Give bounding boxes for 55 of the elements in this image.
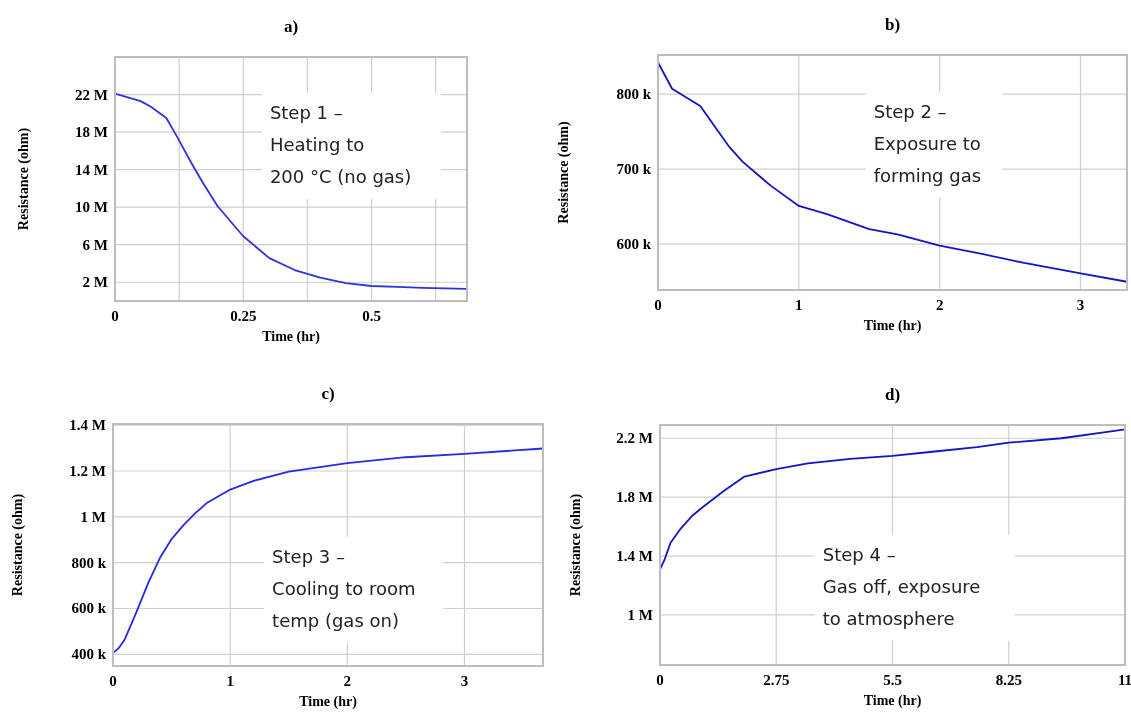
annotation: Step 2 – Exposure to forming gas xyxy=(873,100,982,186)
x-tick-label: 3 xyxy=(460,673,469,689)
line-series xyxy=(114,92,468,290)
chart-title: b) xyxy=(884,15,901,34)
x-tick-label: 2 xyxy=(343,673,352,689)
y-tick-label: 18 M xyxy=(75,124,108,141)
y-tick-label: 800 k xyxy=(71,554,107,571)
y-tick-label: 1.2 M xyxy=(69,462,106,479)
y-tick-label: 22 M xyxy=(75,86,108,103)
line-series xyxy=(659,428,1126,571)
y-tick-label: 2.2 M xyxy=(616,430,653,447)
x-tick-label: 0 xyxy=(111,308,119,324)
x-tick-label: 3 xyxy=(1076,297,1085,313)
y-tick-label: 1.8 M xyxy=(616,489,653,506)
x-axis-title: Time (hr) xyxy=(262,329,321,345)
y-tick-label: 400 k xyxy=(71,646,107,663)
y-tick-label: 600 k xyxy=(71,600,107,617)
y-tick-label: 1 M xyxy=(627,606,653,623)
y-tick-label: 2 M xyxy=(82,274,108,291)
x-tick-label: 0 xyxy=(654,297,662,313)
y-tick-label: 1.4 M xyxy=(69,417,106,434)
chart-title: a) xyxy=(283,17,299,36)
x-axis-title: Time (hr) xyxy=(299,694,358,710)
y-tick-label: 800 k xyxy=(616,86,652,103)
chart-title: c) xyxy=(321,384,335,403)
y-tick-label: 10 M xyxy=(75,199,108,216)
annotation: Step 1 – Heating to 200 °C (no gas) xyxy=(269,101,412,187)
y-axis-title: Resistance (ohm) xyxy=(16,127,32,231)
y-tick-label: 1 M xyxy=(80,508,106,525)
chart-title: d) xyxy=(884,385,901,404)
x-tick-label: 2.75 xyxy=(763,672,790,688)
annotation: Step 4 – Gas off, exposure to atmosphere xyxy=(822,543,981,629)
x-tick-label: 0.5 xyxy=(362,308,381,324)
y-tick-label: 14 M xyxy=(75,161,108,178)
x-axis-title: Time (hr) xyxy=(863,318,922,334)
x-axis-title: Time (hr) xyxy=(863,693,922,709)
x-tick-label: 8.25 xyxy=(995,672,1022,688)
x-tick-label: 0 xyxy=(656,672,664,688)
y-tick-label: 6 M xyxy=(82,236,108,253)
x-tick-label: 0 xyxy=(109,673,117,689)
y-tick-label: 1.4 M xyxy=(616,548,653,565)
x-tick-label: 1 xyxy=(795,297,803,313)
y-tick-label: 700 k xyxy=(616,161,652,178)
y-axis-title: Resistance (ohm) xyxy=(556,121,572,224)
annotation: Step 3 – Cooling to room temp (gas on) xyxy=(272,546,416,631)
x-tick-label: 0.25 xyxy=(230,308,257,324)
y-tick-label: 600 k xyxy=(616,236,652,253)
line-series xyxy=(657,61,1128,283)
x-tick-label: 2 xyxy=(935,297,944,313)
x-tick-label: 5.5 xyxy=(883,672,902,688)
y-axis-title: Resistance (ohm) xyxy=(10,493,26,597)
x-tick-label: 1 xyxy=(226,673,234,689)
line-series xyxy=(112,447,544,655)
x-tick-label: 11 xyxy=(1117,672,1131,688)
y-axis-title: Resistance (ohm) xyxy=(568,493,584,597)
